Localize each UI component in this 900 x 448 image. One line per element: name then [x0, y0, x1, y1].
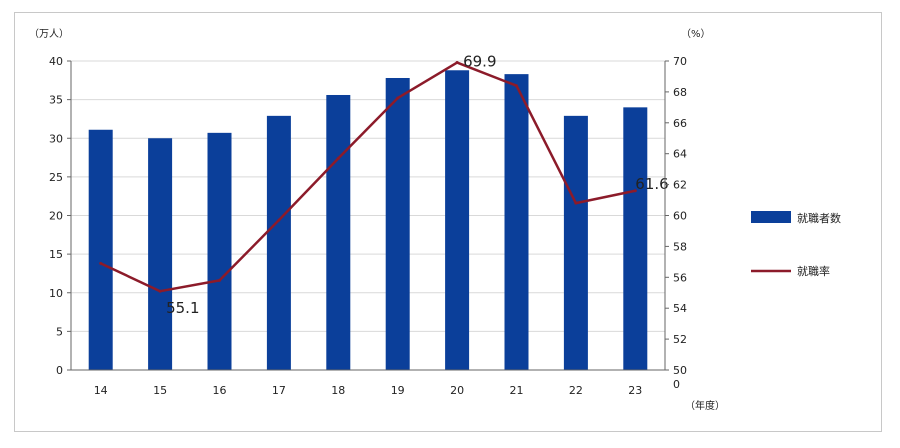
right-tick-label: 56	[673, 271, 687, 284]
line-point	[515, 84, 518, 88]
right-axis-zero-label: 0	[673, 378, 680, 391]
bar	[88, 129, 113, 370]
legend: 就職者数 就職率	[751, 211, 841, 278]
left-tick-label: 30	[49, 132, 63, 145]
left-tick-label: 15	[49, 248, 63, 261]
bar	[623, 107, 648, 370]
left-tick-label: 40	[49, 55, 63, 68]
legend-label-bars: 就職者数	[797, 211, 841, 225]
bar	[266, 115, 291, 370]
x-tick-label: 21	[510, 384, 524, 397]
left-tick-label: 35	[49, 94, 63, 107]
right-tick-label: 62	[673, 179, 687, 192]
bar	[504, 74, 529, 370]
right-tick-label: 60	[673, 210, 687, 223]
left-axis-unit: （万人）	[29, 28, 69, 40]
left-tick-label: 20	[49, 210, 63, 223]
right-tick-label: 70	[673, 55, 687, 68]
right-tick-label: 52	[673, 333, 687, 346]
x-tick-label: 16	[213, 384, 227, 397]
left-tick-label: 0	[56, 364, 63, 377]
axes: 0 5 10 15 20 25 30 35 40 50 52 54 56 58 60 62 64 66 68 70 0 1…	[49, 55, 687, 397]
line-point	[396, 96, 400, 100]
chart-svg: 55.1 69.9 61.6 0 5 10 15 20 25 30 35 40 50 52 54 56 58 6…	[29, 28, 841, 412]
data-label: 55.1	[166, 299, 199, 317]
data-label: 61.6	[635, 175, 668, 193]
right-tick-label: 58	[673, 240, 687, 253]
bar	[148, 138, 173, 370]
line-point	[277, 218, 281, 222]
line-point	[336, 156, 340, 160]
bar	[563, 115, 588, 370]
right-tick-label: 66	[673, 117, 687, 130]
right-tick-label: 50	[673, 364, 687, 377]
x-tick-label: 23	[628, 384, 642, 397]
line-point	[158, 289, 162, 293]
line-point	[99, 261, 103, 265]
left-tick-label: 5	[56, 325, 63, 338]
right-tick-label: 68	[673, 86, 687, 99]
left-tick-label: 25	[49, 171, 63, 184]
line-point	[218, 278, 221, 282]
chart-frame: 55.1 69.9 61.6 0 5 10 15 20 25 30 35 40 50 52 54 56 58 6…	[14, 12, 882, 432]
line-point	[574, 201, 578, 205]
left-tick-label: 10	[49, 287, 63, 300]
right-axis-unit: （%）	[681, 28, 711, 40]
line-point	[633, 189, 637, 193]
x-tick-label: 15	[153, 384, 167, 397]
x-tick-label: 18	[331, 384, 345, 397]
right-tick-label: 64	[673, 148, 687, 161]
right-tick-label: 54	[673, 302, 687, 315]
bar	[445, 70, 470, 370]
line-series: 55.1 69.9 61.6	[99, 53, 669, 317]
legend-label-line: 就職率	[797, 264, 830, 278]
bar	[207, 132, 232, 370]
x-tick-label: 17	[272, 384, 286, 397]
x-tick-label: 20	[450, 384, 464, 397]
x-tick-label: 14	[94, 384, 108, 397]
data-label: 69.9	[463, 53, 496, 71]
bar	[326, 94, 351, 371]
x-axis-unit: （年度）	[685, 399, 725, 412]
line-point	[455, 61, 459, 65]
x-tick-label: 19	[391, 384, 405, 397]
x-tick-label: 22	[569, 384, 583, 397]
bar-series	[88, 70, 648, 371]
bar	[385, 77, 410, 371]
legend-swatch-bars	[751, 211, 791, 223]
rate-line	[100, 61, 636, 293]
